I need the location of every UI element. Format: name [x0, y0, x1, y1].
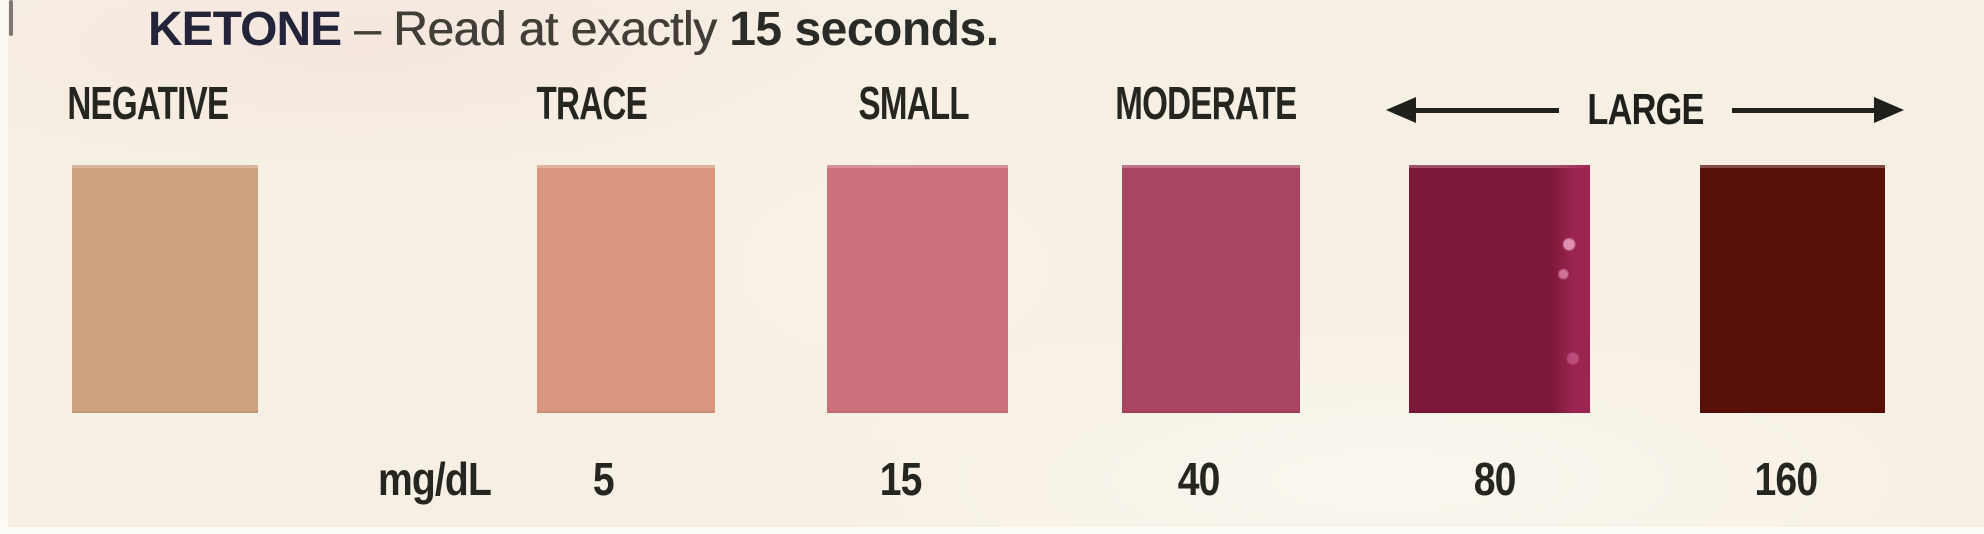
level-label-moderate: MODERATE [1115, 77, 1297, 129]
level-label-large: LARGE [1586, 85, 1704, 134]
value-large-80: 80 [1474, 453, 1517, 505]
unit-label: mg/dL [377, 453, 491, 505]
arrow-line-left [1416, 107, 1559, 113]
large-range-indicator: LARGE [1386, 84, 1904, 136]
chart-title: KETONE – Read at exactly 15 seconds. [148, 4, 999, 56]
arrow-left-icon [1386, 97, 1416, 123]
title-instruction-emphasis: 15 seconds. [729, 3, 999, 56]
swatch-negative [72, 165, 258, 413]
swatch-large-80 [1409, 165, 1590, 413]
title-instruction: Read at exactly [393, 3, 717, 56]
scan-edge-bottom [0, 527, 1984, 534]
swatch-trace-5 [537, 165, 715, 413]
title-dash: – [354, 3, 381, 56]
scan-edge-left [0, 0, 8, 534]
analyte-name: KETONE [148, 3, 342, 56]
scan-artifact-mark [9, 0, 13, 36]
level-label-negative: NEGATIVE [67, 77, 229, 129]
arrow-right-icon [1874, 97, 1904, 123]
value-trace: 5 [592, 453, 615, 505]
value-large-160: 160 [1754, 453, 1819, 505]
level-label-trace: TRACE [536, 77, 648, 129]
value-small: 15 [880, 453, 923, 505]
swatch-large-160 [1700, 165, 1885, 413]
swatch-small-15 [827, 165, 1008, 413]
arrow-line-right [1731, 107, 1874, 113]
swatch-moderate-40 [1122, 165, 1300, 413]
value-moderate: 40 [1178, 453, 1221, 505]
level-label-small: SMALL [858, 77, 970, 129]
